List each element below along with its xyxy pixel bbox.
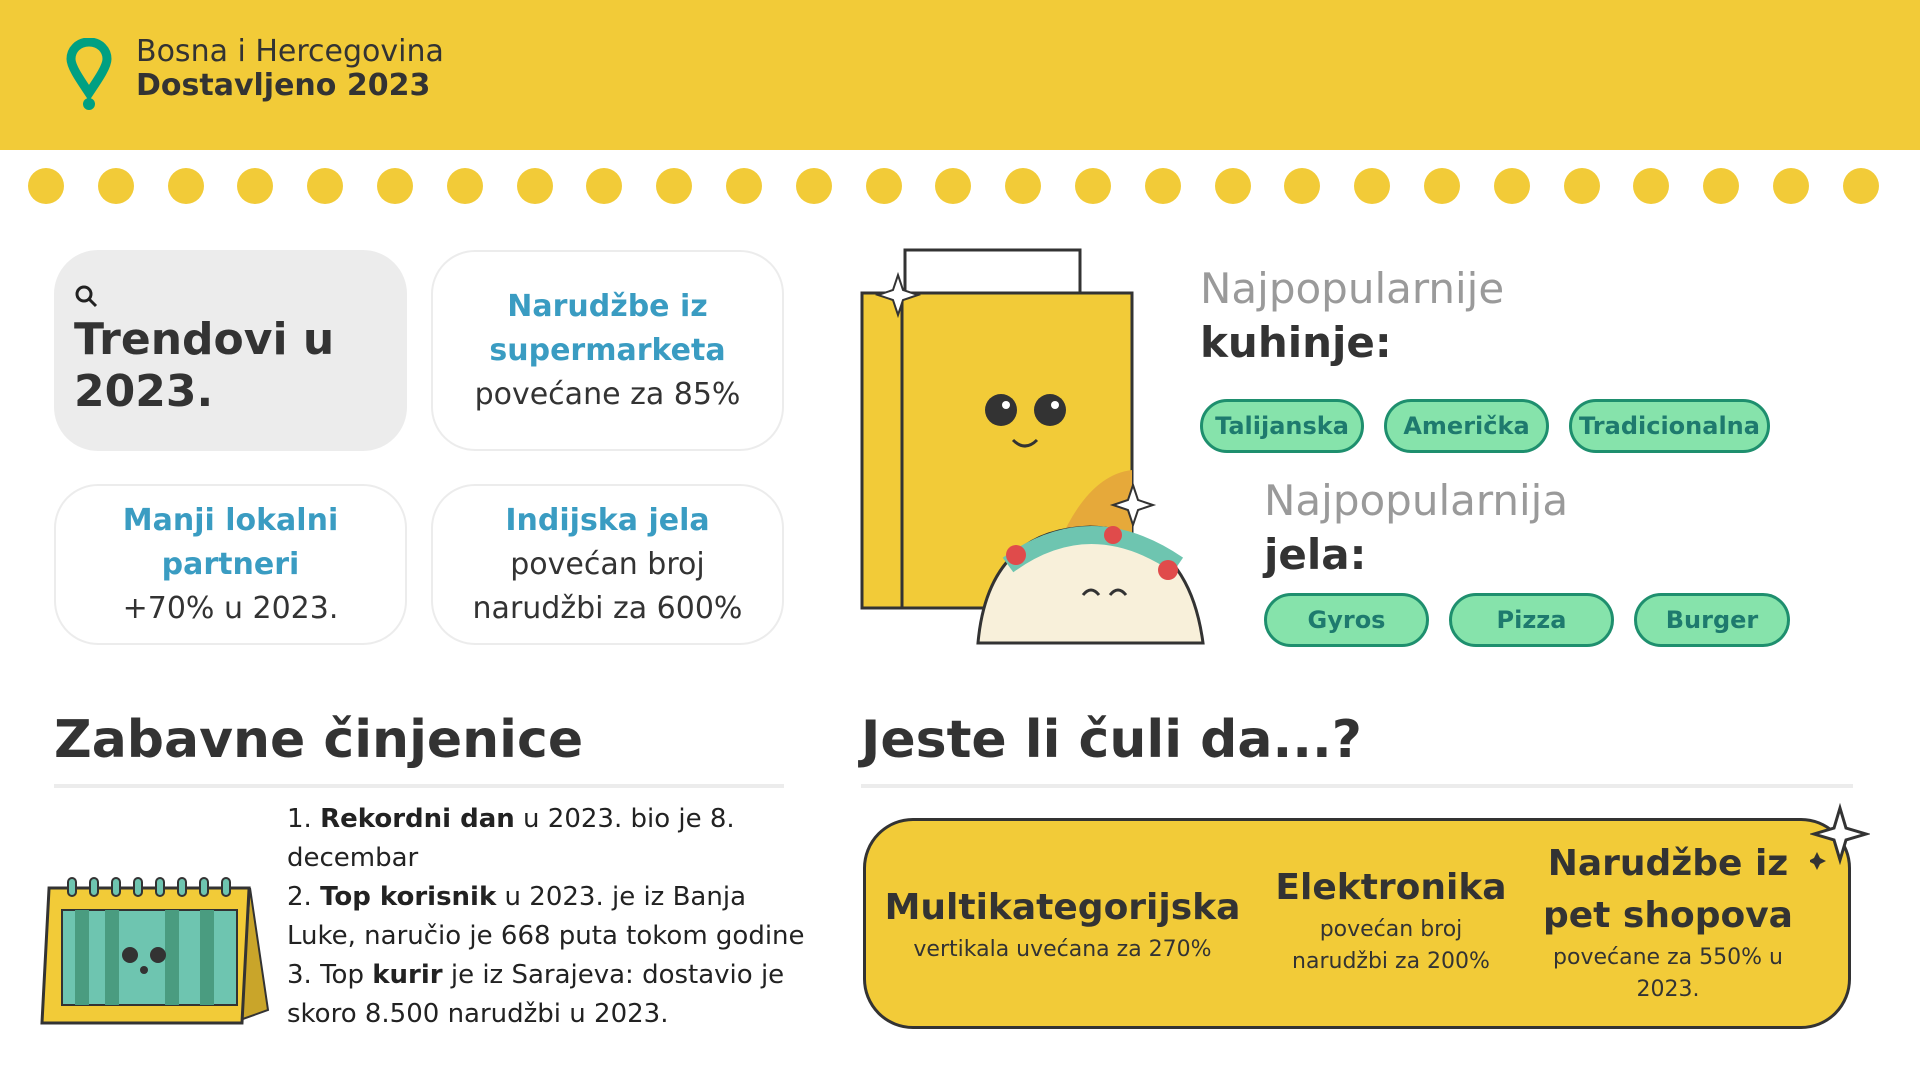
fact-item: 1. Rekordni dan u 2023. bio je 8. decemb…	[287, 800, 807, 878]
trend-title: Manji lokalni partneri	[122, 502, 339, 582]
decorative-dot	[237, 168, 274, 204]
trend-subtitle: povećane za 85%	[474, 376, 741, 412]
decorative-dot	[795, 168, 832, 204]
dishes-label-bold: jela:	[1264, 530, 1367, 579]
stat-title: Multikategorijska	[884, 887, 1241, 928]
stat-title: Narudžbe iz pet shopova	[1543, 843, 1793, 936]
decorative-dot	[1005, 168, 1042, 204]
decorative-dot	[1214, 168, 1251, 204]
decorative-dot	[1424, 168, 1460, 204]
fact-text: je iz Sarajeva: dostavio je skoro 8.500 …	[287, 960, 785, 1029]
fact-item: 3. Top kurir je iz Sarajeva: dostavio je…	[287, 956, 807, 1034]
decorative-dot	[726, 168, 762, 204]
divider	[861, 784, 1853, 788]
divider	[54, 784, 784, 788]
trends-title: Trendovi u 2023.	[74, 313, 335, 417]
search-icon	[75, 285, 98, 307]
fact-number: 3. Top	[287, 960, 364, 990]
country-label: Bosna i Hercegovina	[136, 34, 444, 69]
decorative-dot	[1563, 168, 1600, 204]
fun-facts-title: Zabavne činjenice	[54, 710, 584, 770]
trend-title: Narudžbe iz supermarketa	[489, 288, 726, 368]
fact-highlight: Rekordni dan	[320, 804, 515, 834]
decorative-dot	[1773, 168, 1809, 204]
fact-number: 1.	[287, 804, 312, 834]
fact-highlight: kurir	[372, 960, 443, 990]
trend-card: Narudžbe iz supermarketa povećane za 85%	[431, 250, 784, 451]
decorative-dot	[1493, 168, 1530, 204]
fun-facts-list: 1. Rekordni dan u 2023. bio je 8. decemb…	[287, 800, 807, 1034]
trends-title-card: Trendovi u 2023.	[54, 250, 407, 451]
decorative-dot	[1633, 168, 1670, 204]
cuisines-label-bold: kuhinje:	[1200, 318, 1392, 367]
fact-text: u 2023. bio je 8. decembar	[287, 804, 735, 873]
fact-text: u 2023. je iz Banja Luke, naručio je 668…	[287, 882, 805, 951]
trend-card: Manji lokalni partneri +70% u 2023.	[54, 484, 407, 645]
dish-pill: Gyros	[1264, 593, 1429, 647]
decorative-dot	[446, 168, 483, 204]
decorative-dot	[586, 168, 623, 204]
did-you-know-box	[863, 818, 1851, 1029]
trend-subtitle: povećan broj narudžbi za 600%	[472, 546, 743, 626]
dish-pill: Burger	[1634, 593, 1790, 647]
cuisine-pill: Tradicionalna	[1569, 399, 1770, 453]
did-you-know-title: Jeste li čuli da...?	[861, 710, 1362, 770]
decorative-dot	[1075, 168, 1111, 204]
header-banner	[0, 0, 1920, 150]
cuisines-label: Najpopularnije	[1200, 264, 1505, 313]
fact-highlight: Top korisnik	[320, 882, 497, 912]
decorative-dot	[307, 168, 344, 204]
stat-column: Multikategorijska vertikala uvećana za 27…	[880, 882, 1245, 966]
trend-card: Indijska jela povećan broj narudžbi za 60…	[431, 484, 784, 645]
decorative-dot	[1144, 168, 1181, 204]
stat-subtitle: povećane za 550% u 2023.	[1553, 945, 1783, 1002]
stat-title: Elektronika	[1275, 867, 1507, 908]
stat-subtitle: vertikala uvećana za 270%	[913, 937, 1212, 962]
decorative-dot	[97, 168, 134, 204]
report-title: Dostavljeno 2023	[136, 68, 431, 103]
cuisine-pill: Talijanska	[1200, 399, 1364, 453]
stat-column: Narudžbe iz pet shopova povećane za 550% …	[1530, 838, 1806, 1006]
decorative-dot	[28, 168, 64, 204]
dishes-label: Najpopularnija	[1264, 476, 1569, 525]
fact-number: 2.	[287, 882, 312, 912]
stat-subtitle: povećan broj narudžbi za 200%	[1292, 917, 1490, 974]
stat-column: Elektronika povećan broj narudžbi za 200%	[1260, 862, 1522, 978]
decorative-dot	[935, 168, 972, 204]
decorative-dot	[1703, 168, 1740, 204]
dish-pill: Pizza	[1449, 593, 1614, 647]
decorative-dot	[1842, 168, 1879, 204]
decorative-dot	[167, 168, 204, 204]
decorative-dot	[377, 168, 413, 204]
decorative-dot	[865, 168, 902, 204]
sparkle-icon	[1810, 802, 1870, 870]
trend-subtitle: +70% u 2023.	[122, 590, 339, 626]
calendar-illustration	[40, 877, 270, 1025]
fact-item: 2. Top korisnik u 2023. je iz Banja Luke…	[287, 878, 807, 956]
cuisine-pill: Američka	[1384, 399, 1549, 453]
shopping-bag-illustration	[860, 248, 1205, 645]
decorative-dot	[1284, 168, 1321, 204]
location-pin-icon	[66, 38, 112, 110]
trend-title: Indijska jela	[505, 502, 710, 538]
decorative-dot	[1354, 168, 1391, 204]
decorative-dot	[516, 168, 553, 204]
decorative-dot	[656, 168, 693, 204]
